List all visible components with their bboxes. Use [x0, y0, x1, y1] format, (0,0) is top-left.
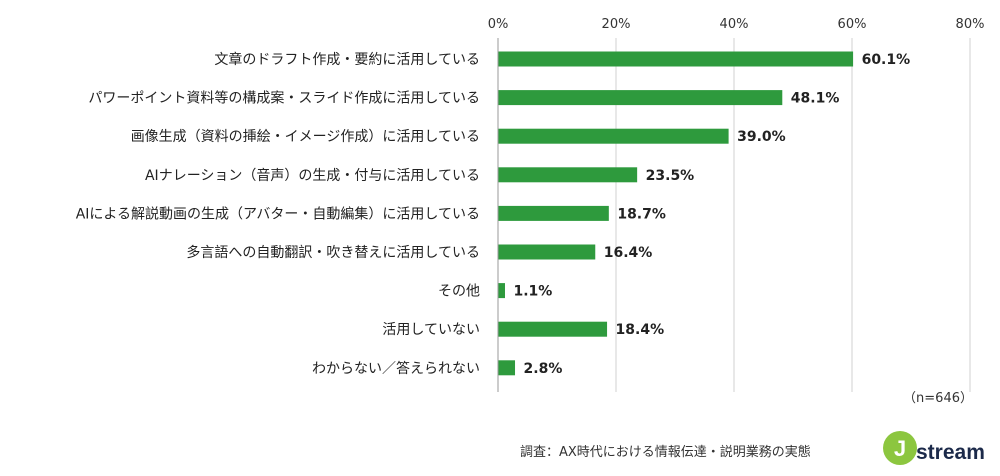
category-label: 画像生成（資料の挿絵・イメージ作成）に活用している — [131, 129, 480, 145]
value-label: 2.8% — [524, 361, 563, 377]
category-label: AIナレーション（音声）の生成・付与に活用している — [145, 167, 480, 184]
value-label: 16.4% — [604, 245, 653, 261]
bar — [498, 205, 609, 221]
category-label: パワーポイント資料等の構成案・スライド作成に活用している — [88, 90, 480, 107]
value-label: 48.1% — [791, 91, 840, 107]
bar — [498, 167, 638, 183]
x-tick-label: 80% — [956, 17, 985, 32]
svg-text:J: J — [894, 436, 906, 461]
bar — [498, 90, 783, 106]
value-label: 23.5% — [646, 168, 695, 184]
value-label: 1.1% — [513, 284, 552, 300]
source-note: 調査：AX時代における情報伝達・説明業務の実態 — [520, 445, 811, 460]
category-label: わからない／答えられない — [312, 360, 480, 377]
category-label: その他 — [438, 284, 480, 300]
x-tick-label: 40% — [720, 17, 749, 32]
x-tick-label: 60% — [838, 17, 867, 32]
bar — [498, 360, 516, 376]
bars — [498, 51, 854, 376]
category-labels: 文章のドラフト作成・要約に活用しているパワーポイント資料等の構成案・スライド作成… — [76, 51, 480, 377]
value-label: 18.4% — [616, 322, 665, 338]
x-tick-label: 20% — [602, 17, 631, 32]
bar — [498, 51, 854, 67]
sample-size-note: （n=646） — [903, 391, 973, 406]
category-label: 活用していない — [382, 322, 480, 338]
value-label: 18.7% — [617, 206, 666, 222]
bar — [498, 283, 505, 299]
category-label: AIによる解説動画の生成（アバター・自動編集）に活用している — [76, 205, 480, 222]
x-axis-ticks: 0% 20% 40% 60% 80% — [488, 17, 985, 32]
x-tick-label: 0% — [488, 17, 509, 32]
value-label: 60.1% — [862, 52, 911, 68]
jstream-logo: J stream — [883, 431, 985, 465]
bar — [498, 244, 596, 260]
value-labels: 60.1% 48.1% 39.0% 23.5% 18.7% 16.4% 1.1% 18.4% 2… — [513, 52, 910, 377]
svg-text:stream: stream — [916, 441, 985, 464]
bar — [498, 321, 608, 337]
bar — [498, 128, 729, 144]
category-label: 多言語への自動翻訳・吹き替えに活用している — [186, 244, 480, 261]
value-label: 39.0% — [737, 129, 786, 145]
category-label: 文章のドラフト作成・要約に活用している — [214, 51, 480, 68]
